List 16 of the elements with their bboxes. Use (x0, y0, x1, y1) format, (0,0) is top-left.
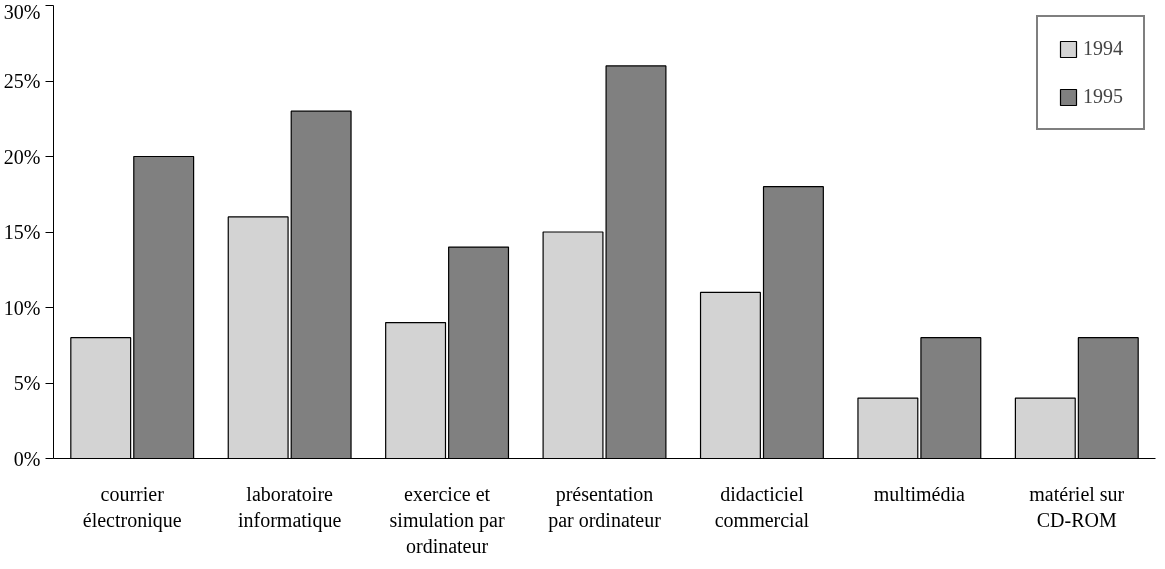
x-tick-label: courrier électronique (82, 482, 182, 532)
legend-label: 1994 (1083, 37, 1123, 60)
x-tick-label: multimédia (873, 482, 966, 505)
y-tick-label: 0% (13, 447, 41, 470)
x-tick-label: matériel sur CD-ROM (1029, 482, 1125, 531)
x-tick-label: exercice et simulation par ordinateur (389, 482, 505, 558)
y-tick-label: 20% (3, 145, 41, 168)
x-tick-label: présentation par ordinateur (548, 482, 662, 532)
y-tick-label: 30% (3, 0, 41, 23)
y-tick-label: 15% (3, 221, 41, 243)
x-tick-label: didacticiel commercial (714, 482, 810, 531)
x-tick-label: laboratoire informatique (237, 482, 342, 532)
y-tick-label: 25% (3, 70, 41, 92)
y-tick-label: 5% (13, 372, 41, 394)
y-tick-label: 10% (3, 296, 41, 319)
legend-label: 1995 (1083, 85, 1123, 108)
